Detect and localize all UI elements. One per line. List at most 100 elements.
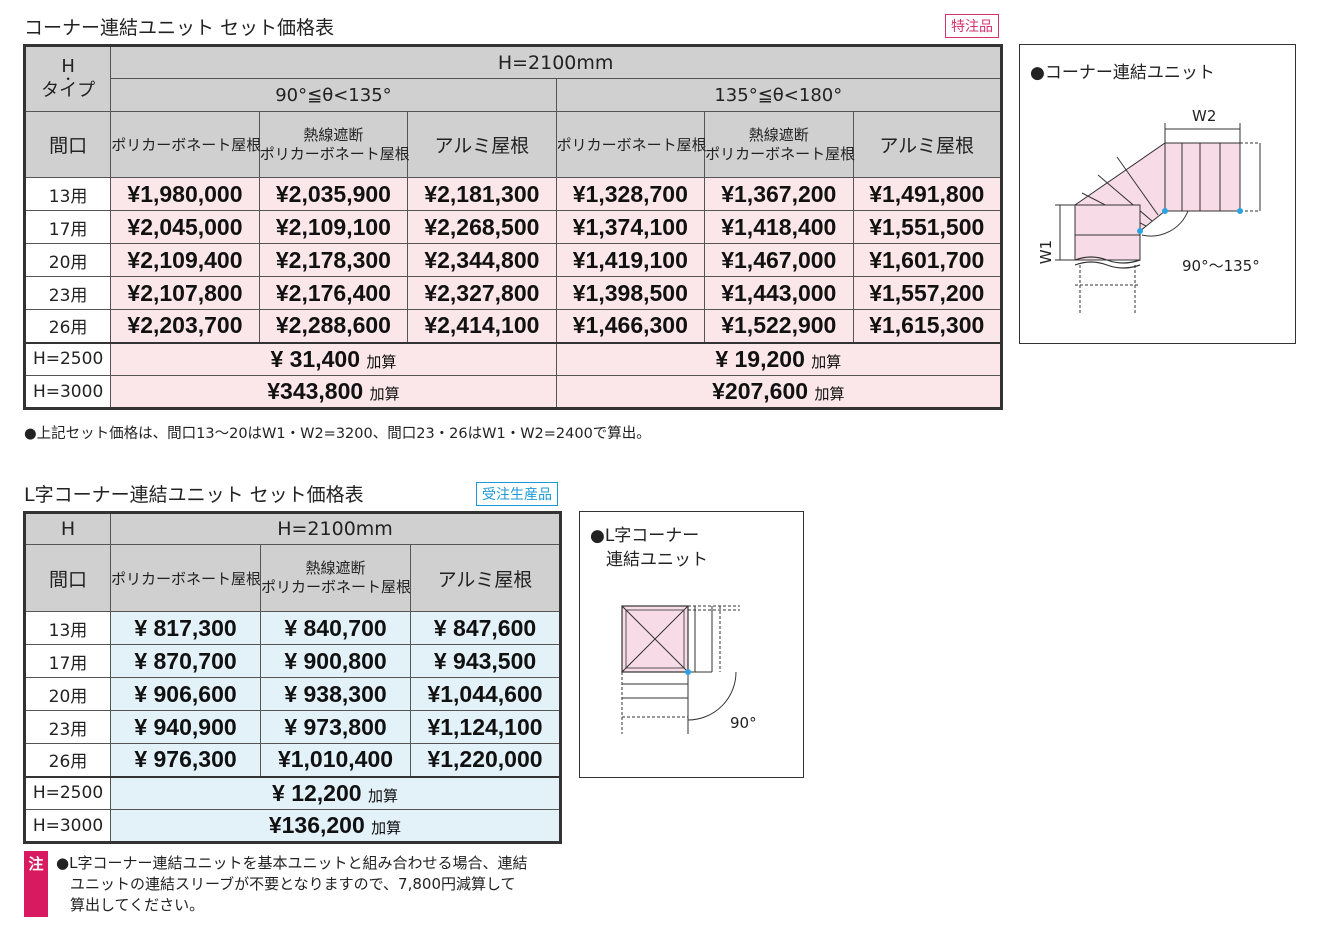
l-corner-unit-illustration xyxy=(621,605,740,734)
roof-type-header: 熱線遮断 ポリカーボネート屋根 xyxy=(704,111,855,178)
price-cell: ¥1,124,100 xyxy=(409,710,562,744)
angle-group-header: 90°≦θ<135° xyxy=(110,78,557,112)
table1-title: コーナー連結ユニット セット価格表 xyxy=(24,17,335,39)
note-text: ●L字コーナー連結ユニットを基本ユニットと組み合わせる場合、連結 ユニットの連結… xyxy=(56,854,528,914)
corner-unit-diagram: ●コーナー連結ユニット W2 W1 xyxy=(1019,44,1296,344)
table-row: 23用 ¥2,107,800 ¥2,176,400 ¥2,327,800 ¥1,… xyxy=(23,276,1003,310)
h-type-header: H ・タイプ xyxy=(23,45,112,112)
roof-type-header: 熱線遮断 ポリカーボネート屋根 xyxy=(258,111,410,178)
price-cell: ¥1,466,300 xyxy=(555,309,706,343)
price-cell: ¥1,374,100 xyxy=(555,210,706,244)
corner-unit-illustration xyxy=(1055,123,1261,313)
table-row: 26用 ¥2,203,700 ¥2,288,600 ¥2,414,100 ¥1,… xyxy=(23,309,1003,343)
price-cell: ¥1,522,900 xyxy=(704,309,854,343)
price-cell: ¥ 847,600 xyxy=(409,611,562,645)
surcharge-cell: ¥ 19,200 加算 xyxy=(555,342,1003,376)
price-cell: ¥2,288,600 xyxy=(258,309,409,343)
row-label: H=2500 xyxy=(24,776,111,810)
row-label: H=3000 xyxy=(23,375,112,409)
price-cell: ¥ 900,800 xyxy=(260,644,411,678)
special-order-badge: 特注品 xyxy=(945,14,999,38)
frontage-header: 間口 xyxy=(23,111,112,178)
roof-type-header: アルミ屋根 xyxy=(852,111,1003,178)
price-cell: ¥2,109,100 xyxy=(258,210,409,244)
price-cell: ¥2,176,400 xyxy=(258,276,409,310)
table-row: 17用 ¥ 870,700 ¥ 900,800 ¥ 943,500 xyxy=(24,644,562,678)
row-label: 13用 xyxy=(23,177,112,211)
price-cell: ¥1,044,600 xyxy=(409,677,562,711)
row-label: 20用 xyxy=(24,677,111,711)
w2-label: W2 xyxy=(1192,107,1217,125)
price-cell: ¥1,557,200 xyxy=(852,276,1003,310)
price-cell: ¥ 973,800 xyxy=(260,710,411,744)
price-cell: ¥1,367,200 xyxy=(704,177,854,211)
surcharge-cell: ¥ 12,200 加算 xyxy=(109,776,562,810)
corner-unit-price-table: H ・タイプ H=2100mm 90°≦θ<135° 135°≦θ<180° 間口… xyxy=(23,44,1003,410)
height-header: H=2100mm xyxy=(110,45,1002,79)
table-row: 13用 ¥ 817,300 ¥ 840,700 ¥ 847,600 xyxy=(24,611,562,645)
price-cell: ¥2,268,500 xyxy=(407,210,557,244)
w1-label: W1 xyxy=(1037,239,1056,265)
price-cell: ¥1,443,000 xyxy=(704,276,854,310)
table-row: 20用 ¥ 906,600 ¥ 938,300 ¥1,044,600 xyxy=(24,677,562,711)
roof-type-header: アルミ屋根 xyxy=(409,544,562,612)
price-cell: ¥2,203,700 xyxy=(110,309,260,343)
price-cell: ¥ 870,700 xyxy=(110,644,261,678)
l-corner-unit-price-table: H H=2100mm 間口 ポリカーボネート屋根 熱線遮断 ポリカーボネート屋根 … xyxy=(23,511,563,844)
roof-type-header: ポリカーボネート屋根 xyxy=(555,111,707,178)
price-cell: ¥1,418,400 xyxy=(704,210,854,244)
roof-type-header: ポリカーボネート屋根 xyxy=(110,544,261,612)
surcharge-cell: ¥ 31,400 加算 xyxy=(110,342,557,376)
table1-footnote: ●上記セット価格は、間口13～20はW1・W2=3200、間口23・26はW1・… xyxy=(24,426,651,442)
table-row: 23用 ¥ 940,900 ¥ 973,800 ¥1,124,100 xyxy=(24,710,562,744)
row-label: 20用 xyxy=(23,243,112,277)
price-cell: ¥1,467,000 xyxy=(704,243,854,277)
row-label: 13用 xyxy=(24,611,111,645)
angle-group-header: 135°≦θ<180° xyxy=(555,78,1003,112)
note-marker: 注 xyxy=(24,851,48,917)
roof-type-header: 熱線遮断 ポリカーボネート屋根 xyxy=(260,544,411,612)
price-cell: ¥2,344,800 xyxy=(407,243,557,277)
row-label: 17用 xyxy=(24,644,111,678)
price-cell: ¥2,181,300 xyxy=(407,177,557,211)
made-to-order-badge: 受注生産品 xyxy=(476,482,558,506)
table-row: 17用 ¥2,045,000 ¥2,109,100 ¥2,268,500 ¥1,… xyxy=(23,210,1003,244)
price-cell: ¥2,035,900 xyxy=(258,177,409,211)
surcharge-cell: ¥136,200 加算 xyxy=(109,809,562,843)
l-corner-unit-diagram: ●L字コーナー 連結ユニット 90° xyxy=(579,511,804,778)
row-label: 23用 xyxy=(23,276,112,310)
table-row: 26用 ¥ 976,300 ¥1,010,400 ¥1,220,000 xyxy=(24,743,562,777)
price-cell: ¥1,419,100 xyxy=(555,243,706,277)
price-cell: ¥1,398,500 xyxy=(555,276,706,310)
roof-type-header: ポリカーボネート屋根 xyxy=(110,111,261,178)
price-cell: ¥1,615,300 xyxy=(852,309,1003,343)
angle-label: 90°～135° xyxy=(1182,257,1260,275)
price-cell: ¥1,220,000 xyxy=(409,743,562,777)
table-row: 13用 ¥1,980,000 ¥2,035,900 ¥2,181,300 ¥1,… xyxy=(23,177,1003,211)
price-cell: ¥ 940,900 xyxy=(110,710,261,744)
row-label: H=2500 xyxy=(23,342,112,376)
price-cell: ¥ 906,600 xyxy=(110,677,261,711)
table-row: 20用 ¥2,109,400 ¥2,178,300 ¥2,344,800 ¥1,… xyxy=(23,243,1003,277)
roof-type-header: アルミ屋根 xyxy=(407,111,557,178)
row-label: 26用 xyxy=(23,309,112,343)
price-cell: ¥ 817,300 xyxy=(110,611,261,645)
row-label: 23用 xyxy=(24,710,111,744)
diagram1-title: ●コーナー連結ユニット xyxy=(1030,63,1215,83)
table-row: H=3000 ¥136,200 加算 xyxy=(24,809,562,843)
price-cell: ¥2,178,300 xyxy=(258,243,409,277)
price-cell: ¥2,107,800 xyxy=(110,276,260,310)
table2-title: L字コーナー連結ユニット セット価格表 xyxy=(24,484,364,506)
price-cell: ¥1,980,000 xyxy=(110,177,260,211)
price-cell: ¥ 840,700 xyxy=(260,611,411,645)
price-cell: ¥ 976,300 xyxy=(110,743,261,777)
price-cell: ¥2,327,800 xyxy=(407,276,557,310)
row-label: H=3000 xyxy=(24,809,111,843)
price-cell: ¥2,414,100 xyxy=(407,309,557,343)
row-label: 26用 xyxy=(24,743,111,777)
angle-label: 90° xyxy=(730,714,757,732)
table-row: H=2500 ¥ 31,400 加算 ¥ 19,200 加算 xyxy=(23,342,1003,376)
table-row: H=3000 ¥343,800 加算 ¥207,600 加算 xyxy=(23,375,1003,409)
table-row: H=2500 ¥ 12,200 加算 xyxy=(24,776,562,810)
price-cell: ¥1,491,800 xyxy=(852,177,1003,211)
